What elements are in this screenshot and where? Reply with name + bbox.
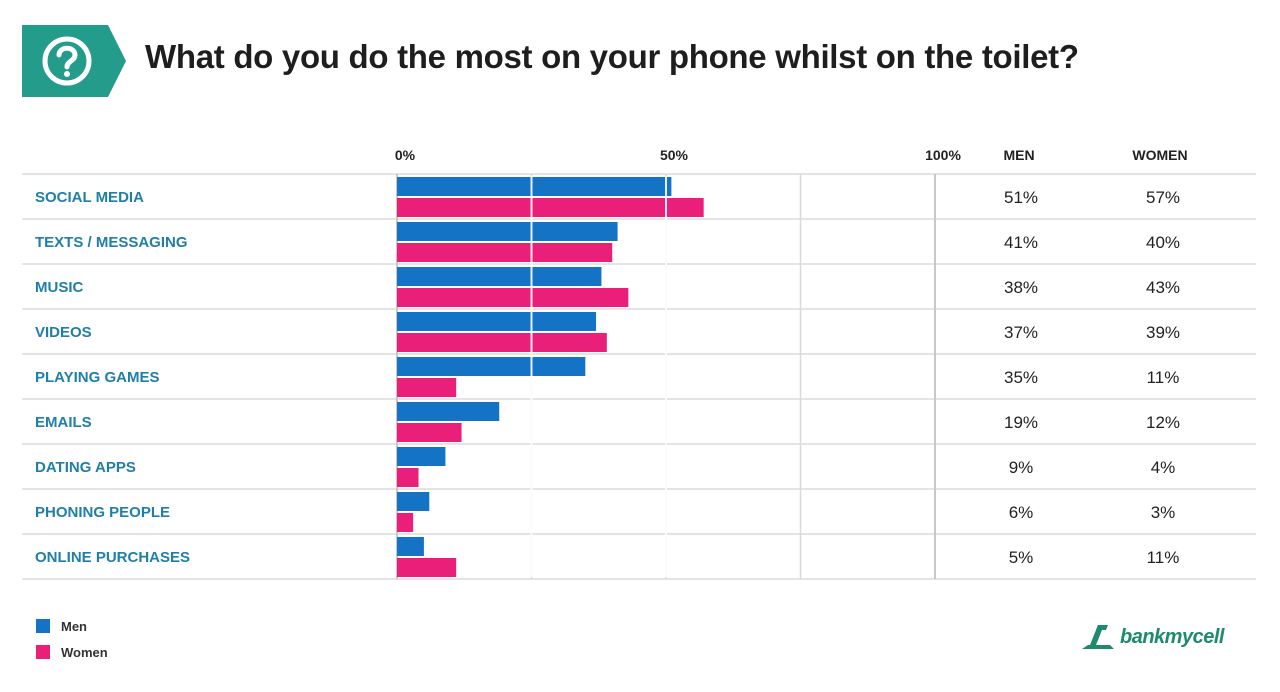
- bar-women: [397, 333, 607, 352]
- category-label: PHONING PEOPLE: [35, 504, 170, 521]
- bar-women: [397, 378, 457, 397]
- bar-women: [397, 198, 704, 217]
- value-men: 19%: [1004, 413, 1038, 432]
- bar-men: [397, 492, 430, 511]
- category-label: ONLINE PURCHASES: [35, 549, 190, 566]
- bankmycell-logo-icon: [1082, 625, 1114, 649]
- column-header-men: MEN: [1003, 147, 1034, 163]
- value-men: 51%: [1004, 188, 1038, 207]
- value-women: 11%: [1147, 548, 1180, 567]
- bar-chart: 0% 50% 100% MEN WOMEN SOCIAL MEDIA 51% 57% TEXTS…: [22, 147, 1256, 580]
- legend-swatch-men: [36, 619, 50, 633]
- bar-women: [397, 558, 457, 577]
- value-men: 37%: [1004, 323, 1038, 342]
- bar-women: [397, 243, 613, 262]
- category-label: MUSIC: [35, 279, 84, 296]
- x-tick-label: 50%: [660, 147, 689, 163]
- value-men: 35%: [1004, 368, 1038, 387]
- legend-label-men: Men: [61, 618, 87, 634]
- value-men: 38%: [1004, 278, 1038, 297]
- bar-men: [397, 402, 500, 421]
- legend-swatch-women: [36, 645, 50, 659]
- value-women: 43%: [1146, 278, 1180, 297]
- value-women: 4%: [1151, 458, 1176, 477]
- page-title: What do you do the most on your phone wh…: [145, 38, 1079, 75]
- value-men: 6%: [1009, 503, 1034, 522]
- value-women: 3%: [1151, 503, 1176, 522]
- column-header-women: WOMEN: [1132, 147, 1187, 163]
- category-label: DATING APPS: [35, 459, 136, 476]
- bar-men: [397, 222, 618, 241]
- x-tick-label: 100%: [925, 147, 961, 163]
- category-label: VIDEOS: [35, 324, 92, 341]
- category-label: EMAILS: [35, 414, 92, 431]
- bar-women: [397, 513, 414, 532]
- question-mark-icon: [22, 25, 126, 97]
- value-men: 41%: [1004, 233, 1038, 252]
- bar-men: [397, 267, 602, 286]
- category-label: TEXTS / MESSAGING: [35, 234, 188, 251]
- value-men: 9%: [1009, 458, 1034, 477]
- value-women: 12%: [1146, 413, 1180, 432]
- value-women: 40%: [1146, 233, 1180, 252]
- value-men: 5%: [1009, 548, 1034, 567]
- legend: Men Women: [36, 613, 108, 665]
- bar-women: [397, 423, 462, 442]
- bar-men: [397, 447, 446, 466]
- value-women: 57%: [1146, 188, 1180, 207]
- logo-text: bankmycell: [1120, 625, 1224, 648]
- legend-label-women: Women: [61, 644, 108, 660]
- bar-men: [397, 357, 586, 376]
- bar-women: [397, 288, 629, 307]
- value-women: 11%: [1147, 368, 1180, 387]
- x-tick-label: 0%: [395, 147, 416, 163]
- category-label: PLAYING GAMES: [35, 369, 159, 386]
- question-badge: [22, 25, 126, 97]
- legend-item-women: Women: [36, 639, 108, 665]
- bar-women: [397, 468, 419, 487]
- bar-men: [397, 537, 424, 556]
- category-label: SOCIAL MEDIA: [35, 189, 144, 206]
- bankmycell-logo: bankmycell: [1080, 617, 1250, 657]
- value-women: 39%: [1146, 323, 1180, 342]
- legend-item-men: Men: [36, 613, 108, 639]
- bar-men: [397, 177, 672, 196]
- bar-men: [397, 312, 597, 331]
